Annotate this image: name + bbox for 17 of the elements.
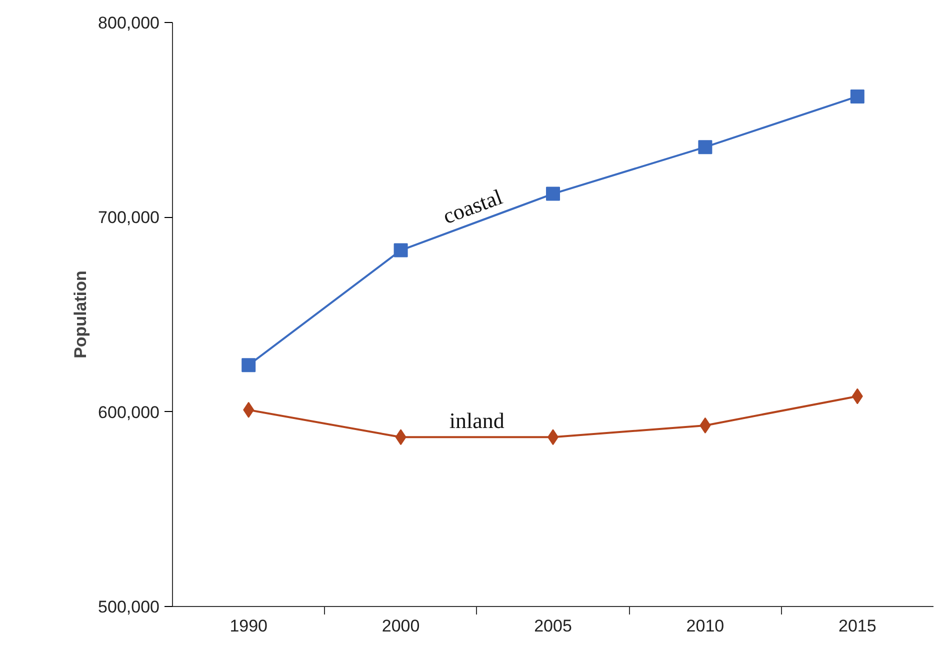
x-tick-label: 1990 <box>230 616 268 636</box>
point <box>242 358 256 372</box>
x-tick-label: 2005 <box>534 616 572 636</box>
y-tick-label: 500,000 <box>98 598 160 616</box>
y-tick-label: 800,000 <box>98 14 160 32</box>
x-tick-label: 2015 <box>838 616 876 636</box>
x-tick-label: 2000 <box>382 616 420 636</box>
point <box>698 140 712 154</box>
x-tick-label: 2010 <box>686 616 724 636</box>
series-label: inland <box>449 408 504 434</box>
y-axis-title: Population <box>71 270 90 358</box>
y-tick-label: 600,000 <box>98 402 160 422</box>
point <box>394 243 408 258</box>
y-tick-label: 700,000 <box>98 208 160 228</box>
point <box>546 186 560 201</box>
point <box>850 89 864 104</box>
text: coastal <box>440 184 506 229</box>
